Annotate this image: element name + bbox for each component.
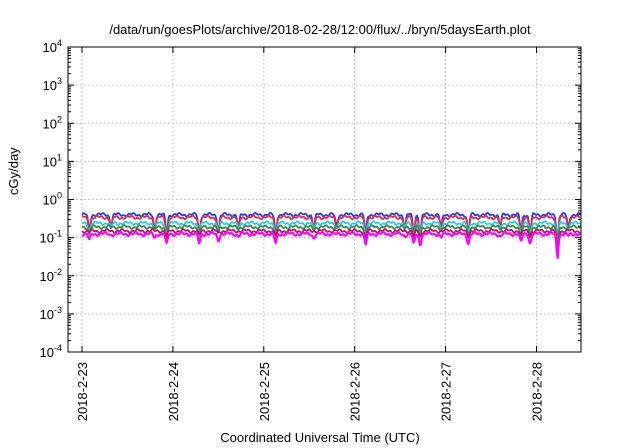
y-tick-label: 101 bbox=[43, 152, 62, 169]
x-tick-label: 2018-2-25 bbox=[257, 362, 272, 421]
y-tick-label: 102 bbox=[43, 114, 62, 131]
chart-title: /data/run/goesPlots/archive/2018-02-28/1… bbox=[109, 22, 531, 37]
y-axis-label: cGy/day bbox=[6, 147, 21, 195]
series-line bbox=[81, 214, 581, 249]
y-tick-label: 100 bbox=[43, 191, 62, 208]
y-tick-label: 103 bbox=[43, 76, 62, 93]
y-tick-label: 10-1 bbox=[40, 229, 62, 246]
series-line bbox=[81, 224, 581, 249]
x-tick-label: 2018-2-26 bbox=[348, 362, 363, 421]
x-tick-label: 2018-2-27 bbox=[439, 362, 454, 421]
y-tick-label: 10-2 bbox=[40, 267, 62, 284]
x-tick-label: 2018-2-28 bbox=[530, 362, 545, 421]
series-line bbox=[81, 231, 582, 259]
series-line bbox=[81, 228, 581, 249]
x-axis-label: Coordinated Universal Time (UTC) bbox=[220, 430, 420, 445]
y-tick-label: 10-3 bbox=[40, 305, 62, 322]
x-tick-label: 2018-2-24 bbox=[166, 362, 181, 421]
y-tick-label: 104 bbox=[43, 38, 62, 55]
y-tick-label: 10-4 bbox=[40, 343, 62, 360]
x-tick-label: 2018-2-23 bbox=[75, 362, 90, 421]
